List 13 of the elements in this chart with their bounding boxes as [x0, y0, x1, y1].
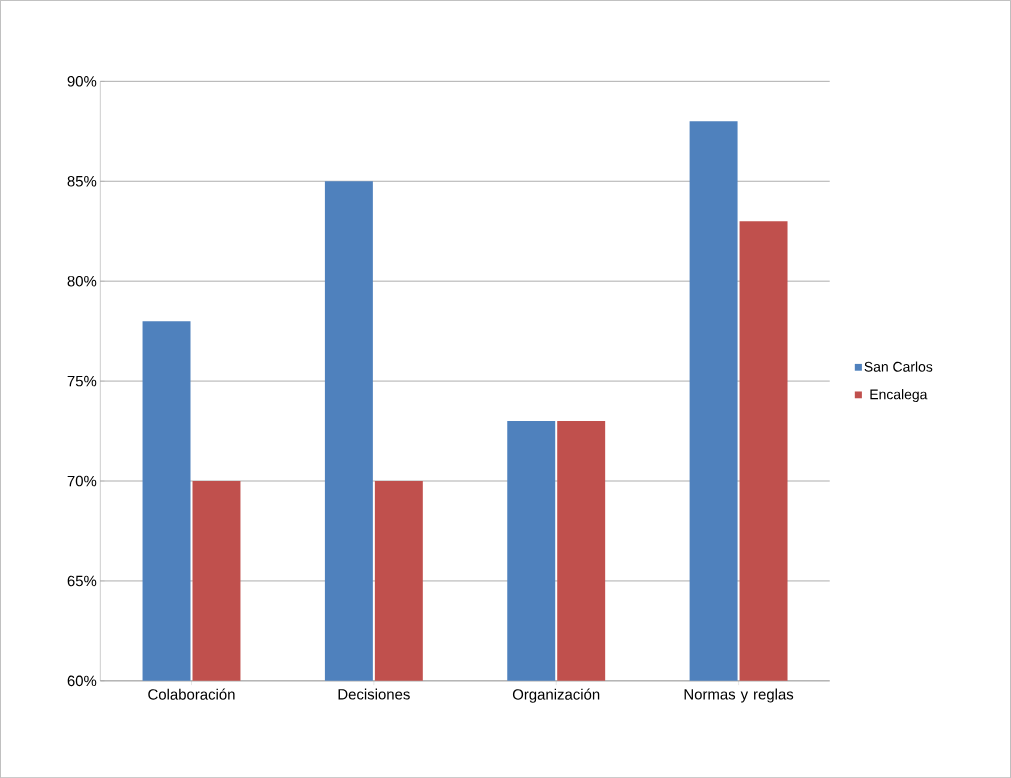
y-tick-label: 90% [67, 75, 97, 87]
x-tick-label: Organización [512, 688, 600, 703]
legend-label: San Carlos [864, 361, 933, 372]
y-tick-label: 80% [67, 275, 97, 287]
y-tick-label: 60% [67, 675, 97, 687]
x-tick-label: Normas y reglas [684, 688, 794, 703]
legend-label: Encalega [870, 389, 928, 402]
y-tick-label: 65% [67, 575, 97, 587]
y-tick-label: 75% [67, 375, 97, 387]
x-tick-label: Colaboración [148, 688, 235, 700]
x-tick-label: Decisiones [338, 688, 410, 700]
y-tick-label: 85% [67, 175, 97, 187]
y-tick-label: 70% [67, 475, 97, 487]
